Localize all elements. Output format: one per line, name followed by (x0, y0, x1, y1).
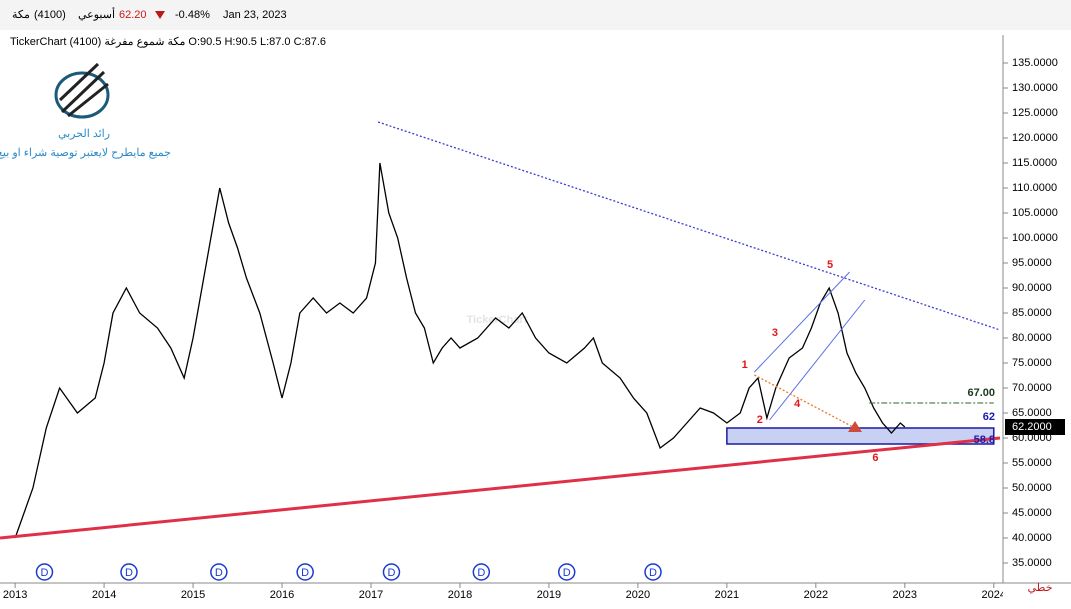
wave-label: 4 (794, 398, 801, 410)
dividend-label: D (125, 567, 133, 579)
x-tick-label: 2024 (982, 589, 1006, 601)
y-tick-label: 85.0000 (1012, 307, 1052, 319)
dividend-marker (120, 563, 138, 581)
y-tick-label: 95.0000 (1012, 257, 1052, 269)
dividend-label: D (387, 567, 395, 579)
logo (54, 62, 110, 119)
logo-disclaimer: جميع مايطرح لايعتبر توصية شراء او بيع (0, 147, 171, 159)
trendline (377, 121, 1001, 331)
y-tick-label: 55.0000 (1012, 457, 1052, 469)
dividend-label: D (477, 567, 485, 579)
y-tick-label: 45.0000 (1012, 507, 1052, 519)
dividend-marker (210, 563, 228, 581)
dividend-marker (644, 563, 662, 581)
x-tick-label: 2022 (804, 589, 828, 601)
x-tick-label: 2020 (626, 589, 650, 601)
wave-label: 5 (827, 259, 833, 271)
price: 62.20 (119, 9, 147, 21)
x-tick-label: 2019 (537, 589, 561, 601)
wave-label: 6 (872, 452, 878, 464)
y-tick-label: 100.0000 (1012, 232, 1058, 244)
support-zone (726, 427, 995, 445)
y-tick-label: 125.0000 (1012, 107, 1058, 119)
x-tick-label: 2013 (3, 589, 27, 601)
logo-name: رائد الحربي (58, 128, 110, 140)
y-tick-label: 110.0000 (1012, 182, 1057, 194)
y-tick-label: 40.0000 (1012, 532, 1052, 544)
trendline (0, 436, 1001, 540)
down-icon (155, 11, 165, 19)
y-tick-label: 120.0000 (1012, 132, 1058, 144)
y-tick-label: 90.0000 (1012, 282, 1052, 294)
dividend-label: D (215, 567, 223, 579)
level-label: 67.00 (967, 387, 995, 399)
x-tick-label: 2018 (448, 589, 472, 601)
y-tick-label: 50.0000 (1012, 482, 1052, 494)
dividend-marker (472, 563, 491, 581)
chart-type: خطي (1028, 582, 1053, 594)
plot (0, 121, 1001, 540)
dividend-label: D (563, 567, 571, 579)
y-tick-label: 75.0000 (1012, 357, 1052, 369)
dividend-label: D (301, 567, 309, 579)
x-tick-label: 2021 (715, 589, 739, 601)
y-tick-label: 80.0000 (1012, 332, 1052, 344)
symbol: مكة (12, 9, 30, 21)
dividend-marker (557, 563, 576, 581)
info: TickerChart مكة شموع مفرغة (4100) O:90.5… (10, 36, 326, 48)
trendline (754, 271, 851, 373)
dividend-label: D (649, 567, 657, 579)
x-tick-label: 2023 (893, 589, 917, 601)
dividend-marker (382, 563, 401, 581)
change: -0.48% (175, 9, 210, 21)
last-price-box (1005, 419, 1065, 435)
zone-label: 62 (983, 411, 995, 423)
code: (4100) (34, 9, 66, 21)
target-marker (847, 421, 862, 432)
y-tick-label: 115.0000 (1012, 157, 1057, 169)
y-tick-label: 130.0000 (1012, 82, 1058, 94)
period: أسبوعي (78, 7, 115, 21)
date: Jan 23, 2023 (223, 9, 287, 21)
dividend-label: D (41, 567, 49, 579)
dividend-marker (35, 563, 54, 581)
trendline (754, 374, 856, 429)
x-tick-label: 2017 (359, 589, 383, 601)
x-tick-label: 2014 (92, 589, 116, 601)
x-tick-label: 2015 (181, 589, 205, 601)
dividend-marker (296, 563, 314, 581)
y-tick-label: 70.0000 (1012, 382, 1052, 394)
zone-label: 58.8 (974, 434, 995, 446)
wave-label: 2 (757, 414, 763, 426)
wave-label: 3 (772, 327, 778, 339)
y-tick-label: 35.0000 (1012, 557, 1052, 569)
y-tick-label: 65.0000 (1012, 407, 1052, 419)
price-line (14, 162, 906, 539)
trendline (769, 299, 866, 421)
x-tick-label: 2016 (270, 589, 294, 601)
header-bar (0, 0, 1071, 30)
last-price-label: 62.2000 (1012, 421, 1052, 433)
y-tick-label: 135.0000 (1012, 57, 1058, 69)
wave-label: 1 (742, 359, 748, 371)
y-tick-label: 105.0000 (1012, 207, 1058, 219)
